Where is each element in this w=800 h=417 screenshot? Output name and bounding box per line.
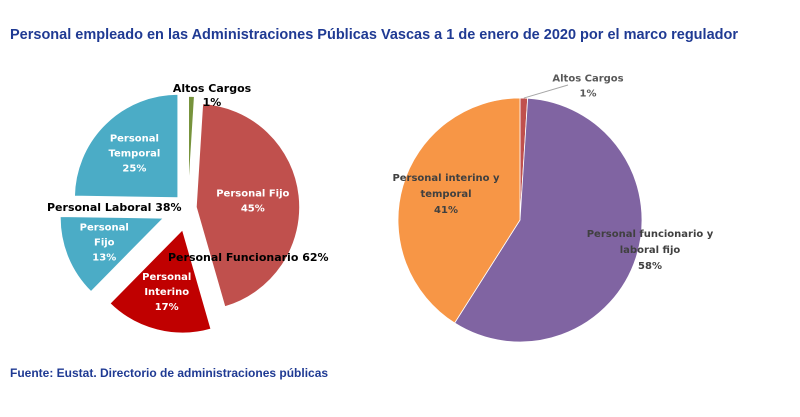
slice-label-personal-fijo-3-line: 13% [92,252,116,263]
pie-slice-personal-interino-2 [108,227,213,335]
leader-line-altos-cargos [523,84,569,99]
slice-label-altos-cargos-left-line: Altos Cargos [173,82,252,95]
slice-label-personal-interino-y-temporal-line: Personal interino y [392,173,500,184]
slice-label-personal-temporal-4-line: Temporal [108,149,160,160]
slice-label-personal-interino-2-line: Personal [142,272,191,283]
slice-label-personal-fijo-1: Personal Fijo 45% [216,188,289,214]
slice-label-personal-interino-y-temporal-line: 41% [434,205,458,216]
slice-label-altos-cargos-right: Altos Cargos 1% [552,74,623,100]
slice-label-personal-funcionario-y-laboral-fijo-line: laboral fijo [620,245,681,256]
source-note: Fuente: Eustat. Directorio de administra… [10,366,329,380]
slice-label-personal-interino-y-temporal-line: temporal [420,189,471,200]
slice-label-personal-interino-2: Personal Interino 17% [142,272,191,313]
slice-label-personal-funcionario-y-laboral-fijo-line: Personal funcionario y [587,229,714,240]
slice-label-personal-fijo-1-line: 45% [241,203,265,214]
slice-label-personal-funcionario-y-laboral-fijo: Personal funcionario y laboral fijo 58% [587,229,714,272]
pie-slice-personal-funcionario-y-laboral-fijo [454,97,643,343]
chart-title: Personal empleado en las Administracione… [10,27,738,43]
pie-slice-personal-fijo-1 [195,102,301,309]
slice-label-altos-cargos-left-line: 1% [203,96,222,109]
slice-label-personal-fijo-3-line: Fijo [94,237,115,248]
slice-label-personal-fijo-3: Personal Fijo 13% [80,222,129,263]
slice-label-personal-temporal-4-line: Personal [110,134,159,145]
slice-label-altos-cargos-left: Altos Cargos 1% [173,82,252,109]
group-label-laboral: Personal Laboral 38% [47,201,182,214]
slice-label-personal-fijo-3-line: Personal [80,222,129,233]
slice-label-altos-cargos-right-line: 1% [580,89,597,100]
pie-slice-altos-cargos-0 [187,95,196,201]
pie-slice-personal-fijo-3 [59,215,166,294]
slice-label-personal-interino-y-temporal: Personal interino y temporal 41% [392,173,500,216]
slice-label-personal-funcionario-y-laboral-fijo-line: 58% [638,261,662,272]
slice-label-altos-cargos-right-line: Altos Cargos [552,74,623,85]
slice-label-personal-interino-2-line: 17% [155,302,179,313]
slice-label-personal-temporal-4: Personal Temporal 25% [108,134,160,175]
pie-slice-personal-temporal-4 [73,93,179,199]
group-label-funcionario: Personal Funcionario 62% [168,251,329,264]
slice-label-personal-interino-2-line: Interino [144,287,189,298]
slice-label-personal-fijo-1-line: Personal Fijo [216,188,289,199]
slice-label-personal-temporal-4-line: 25% [122,164,146,175]
pie-slice-personal-interino-y-temporal [397,97,521,324]
